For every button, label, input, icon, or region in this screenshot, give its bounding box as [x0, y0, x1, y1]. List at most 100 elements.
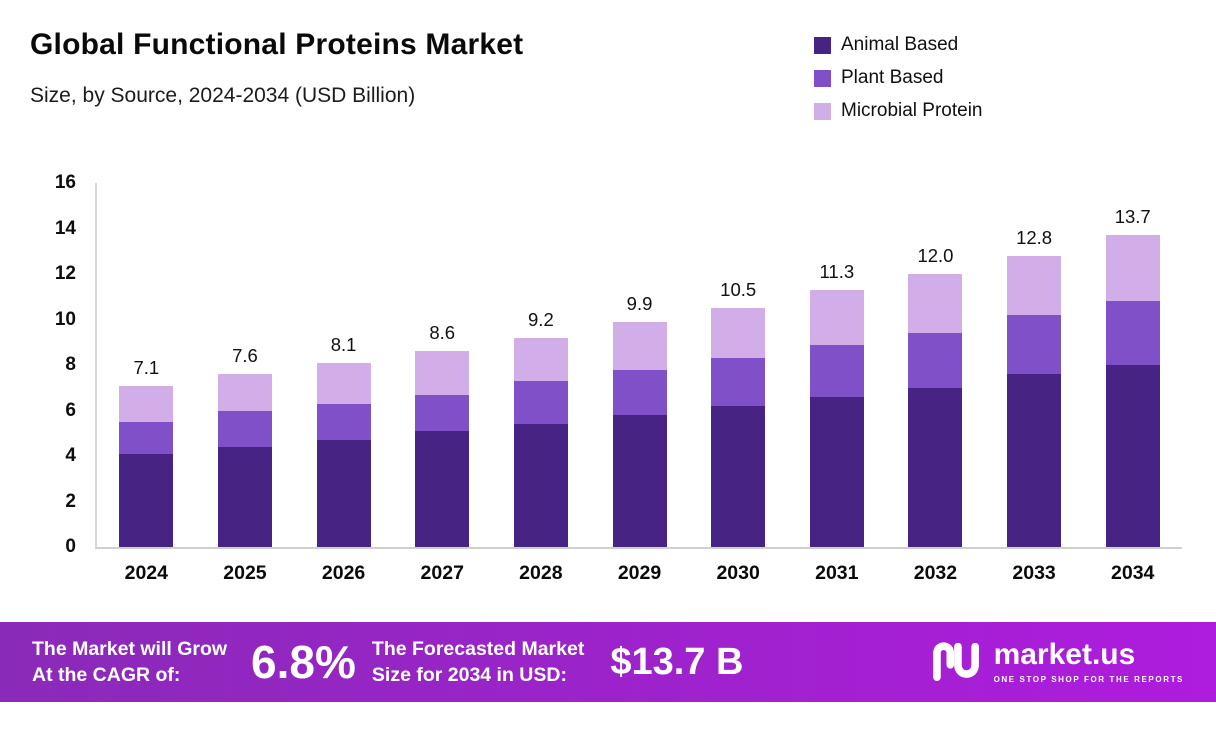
market-us-logo[interactable]: market.us ONE STOP SHOP FOR THE REPORTS — [932, 639, 1184, 686]
bar-segment-microbial-protein[interactable] — [217, 374, 272, 411]
legend-label: Microbial Protein — [841, 100, 983, 121]
legend-item-microbial-protein[interactable]: Microbial Protein — [814, 100, 983, 122]
bar-total-label: 11.3 — [819, 260, 855, 282]
stacked-bar[interactable] — [316, 362, 371, 547]
bar-segment-microbial-protein[interactable] — [612, 321, 667, 370]
bar-segment-plant-based[interactable] — [612, 369, 667, 416]
legend-item-plant-based[interactable]: Plant Based — [814, 67, 983, 89]
bar-segment-microbial-protein[interactable] — [1105, 235, 1160, 302]
bar-segment-animal-based[interactable] — [1105, 365, 1160, 547]
stacked-bar[interactable] — [908, 274, 963, 547]
bar-total-label: 9.2 — [528, 308, 554, 330]
brand-text: market.us ONE STOP SHOP FOR THE REPORTS — [993, 638, 1184, 685]
y-tick-label: 12 — [54, 263, 76, 284]
cagr-label-line2: At the CAGR of: — [32, 664, 181, 686]
bar-group: 10.5 2030 — [689, 183, 788, 584]
bar-segment-microbial-protein[interactable] — [119, 385, 174, 422]
bar-segment-animal-based[interactable] — [711, 405, 766, 547]
bar-segment-plant-based[interactable] — [513, 380, 568, 425]
legend-label: Plant Based — [841, 67, 944, 88]
bar-segment-plant-based[interactable] — [1105, 301, 1160, 365]
stacked-bar[interactable] — [1007, 255, 1062, 547]
bar-segment-plant-based[interactable] — [316, 403, 371, 441]
bar-segment-animal-based[interactable] — [316, 440, 371, 547]
y-tick-label: 6 — [65, 399, 76, 421]
bar-segment-plant-based[interactable] — [809, 344, 864, 397]
bar-group: 7.1 2024 — [97, 183, 196, 584]
bar-segment-plant-based[interactable] — [415, 394, 470, 431]
x-axis-label: 2031 — [815, 562, 859, 584]
y-tick-label: 0 — [65, 536, 76, 557]
stacked-bar[interactable] — [415, 351, 470, 547]
y-tick-label: 4 — [65, 445, 76, 466]
stacked-bar[interactable] — [217, 374, 272, 547]
legend-label: Animal Based — [841, 34, 959, 55]
cagr-value: 6.8% — [251, 636, 356, 688]
cagr-label-line1: The Market will Grow — [32, 637, 228, 660]
bar-total-label: 13.7 — [1114, 206, 1151, 228]
brand-name: market.us — [993, 638, 1136, 671]
bar-total-label: 10.5 — [720, 279, 757, 301]
bar-segment-animal-based[interactable] — [908, 387, 963, 547]
forecast-label-line1: The Forecasted Market — [371, 637, 585, 660]
bar-segment-microbial-protein[interactable] — [809, 289, 864, 345]
bar-group: 12.0 2032 — [886, 183, 985, 584]
x-axis-label: 2027 — [420, 562, 464, 584]
bar-total-label: 8.6 — [429, 322, 456, 344]
market-us-logo-icon — [932, 639, 982, 686]
plot-area: 7.1 2024 7.6 2025 8.1 2026 8.6 2027 9.2 2028 9.9 20… — [95, 183, 1182, 584]
bar-segment-microbial-protein[interactable] — [415, 351, 470, 395]
stacked-bar[interactable] — [513, 337, 568, 547]
stacked-bar[interactable] — [119, 385, 174, 547]
stacked-bar[interactable] — [809, 289, 864, 547]
x-axis-label: 2025 — [223, 562, 267, 584]
x-axis-label: 2028 — [519, 562, 563, 584]
chart-subtitle: Size, by Source, 2024-2034 (USD Billion) — [30, 84, 416, 107]
y-axis: 0 2 4 6 8 10 12 14 16 — [26, 172, 76, 557]
bar-segment-microbial-protein[interactable] — [711, 308, 766, 359]
bar-total-label: 12.8 — [1016, 226, 1053, 248]
bar-segment-animal-based[interactable] — [119, 453, 174, 547]
bar-segment-microbial-protein[interactable] — [316, 362, 371, 404]
bar-segment-plant-based[interactable] — [711, 358, 766, 406]
footer-banner: The Market will Grow At the CAGR of: 6.8… — [0, 622, 1216, 702]
bar-group: 7.6 2025 — [196, 183, 295, 584]
bar-segment-plant-based[interactable] — [908, 333, 963, 388]
bar-group: 12.8 2033 — [985, 183, 1084, 584]
y-tick-label: 2 — [65, 490, 76, 512]
bar-segment-animal-based[interactable] — [612, 415, 667, 547]
bar-segment-microbial-protein[interactable] — [1007, 255, 1062, 315]
legend-item-animal-based[interactable]: Animal Based — [814, 34, 983, 56]
bar-segment-plant-based[interactable] — [217, 410, 272, 447]
brand-tagline: ONE STOP SHOP FOR THE REPORTS — [993, 675, 1184, 684]
bar-segment-animal-based[interactable] — [217, 446, 272, 547]
y-tick-label: 8 — [65, 354, 76, 375]
bar-segment-microbial-protein[interactable] — [513, 337, 568, 381]
bar-segment-plant-based[interactable] — [119, 421, 174, 454]
bar-group: 11.3 2031 — [787, 183, 886, 584]
stacked-bar[interactable] — [612, 321, 667, 547]
bar-segment-animal-based[interactable] — [513, 424, 568, 547]
y-tick-label: 14 — [54, 217, 76, 239]
legend-swatch — [814, 36, 831, 54]
forecast-value: $13.7 B — [610, 640, 744, 683]
bar-segment-animal-based[interactable] — [415, 430, 470, 547]
bar-group: 9.9 2029 — [590, 183, 689, 584]
bar-segment-animal-based[interactable] — [1007, 374, 1062, 547]
forecast-label-line2: Size for 2034 in USD: — [371, 664, 567, 686]
bar-total-label: 9.9 — [626, 292, 653, 314]
bar-segment-plant-based[interactable] — [1007, 314, 1062, 375]
bars: 7.1 2024 7.6 2025 8.1 2026 8.6 2027 9.2 2028 9.9 20… — [97, 183, 1182, 584]
stacked-bar[interactable] — [1105, 235, 1160, 547]
y-tick-label: 16 — [54, 172, 76, 193]
bar-total-label: 8.1 — [330, 333, 357, 355]
y-tick-label: 10 — [54, 308, 76, 330]
x-axis-label: 2029 — [617, 562, 662, 584]
x-axis-label: 2033 — [1012, 562, 1056, 584]
x-axis-label: 2032 — [913, 562, 958, 584]
stacked-bar[interactable] — [711, 308, 766, 547]
forecast-label: The Forecasted Market Size for 2034 in U… — [372, 636, 584, 689]
x-axis-label: 2026 — [321, 562, 366, 584]
bar-segment-animal-based[interactable] — [809, 396, 864, 547]
bar-segment-microbial-protein[interactable] — [908, 274, 963, 334]
